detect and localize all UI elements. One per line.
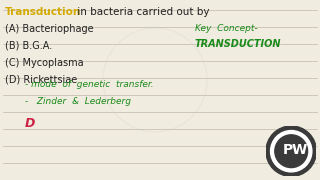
- Circle shape: [270, 130, 312, 172]
- Text: D: D: [25, 117, 36, 130]
- Text: -   Zinder  &  Lederberg: - Zinder & Lederberg: [25, 97, 131, 106]
- Text: in bacteria carried out by: in bacteria carried out by: [74, 7, 210, 17]
- Circle shape: [275, 135, 308, 168]
- Text: W: W: [291, 143, 306, 157]
- Circle shape: [266, 126, 316, 176]
- Text: Transduction: Transduction: [5, 7, 81, 17]
- Text: P: P: [282, 143, 292, 157]
- Text: (A) Bacteriophage: (A) Bacteriophage: [5, 24, 94, 34]
- Text: - mode  of  genetic  transfer.: - mode of genetic transfer.: [25, 80, 154, 89]
- Text: (B) B.G.A.: (B) B.G.A.: [5, 41, 52, 51]
- Text: (D) Rickettsiae: (D) Rickettsiae: [5, 75, 77, 85]
- Text: Key  Concept-: Key Concept-: [195, 24, 258, 33]
- Text: (C) Mycoplasma: (C) Mycoplasma: [5, 58, 84, 68]
- Text: TRANSDUCTION: TRANSDUCTION: [195, 39, 282, 49]
